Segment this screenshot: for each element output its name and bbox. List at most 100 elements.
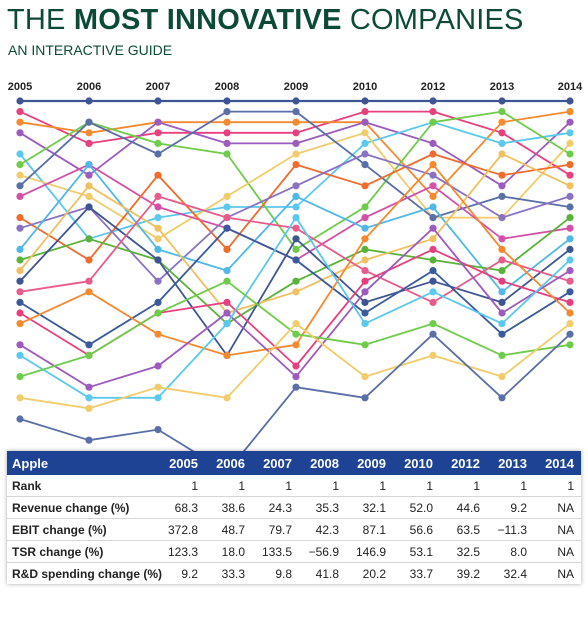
data-point[interactable] (223, 108, 231, 116)
data-point[interactable] (498, 118, 506, 126)
data-point[interactable] (566, 171, 574, 179)
data-point[interactable] (498, 309, 506, 317)
data-point[interactable] (292, 341, 300, 349)
data-point[interactable] (361, 150, 369, 158)
data-point[interactable] (498, 330, 506, 338)
data-point[interactable] (498, 394, 506, 402)
data-point[interactable] (154, 394, 162, 402)
data-point[interactable] (498, 320, 506, 328)
data-point[interactable] (292, 362, 300, 370)
data-point[interactable] (498, 182, 506, 190)
data-point[interactable] (85, 383, 93, 391)
data-point[interactable] (16, 298, 24, 306)
data-point[interactable] (566, 288, 574, 296)
data-point[interactable] (223, 150, 231, 158)
data-point[interactable] (16, 351, 24, 359)
data-point[interactable] (16, 161, 24, 169)
data-point[interactable] (154, 256, 162, 264)
data-point[interactable] (154, 362, 162, 370)
data-point[interactable] (566, 192, 574, 200)
data-point[interactable] (292, 224, 300, 232)
series-line[interactable] (19, 227, 571, 346)
data-point[interactable] (361, 235, 369, 243)
data-point[interactable] (361, 161, 369, 169)
data-point[interactable] (154, 214, 162, 222)
data-point[interactable] (223, 320, 231, 328)
data-point[interactable] (361, 373, 369, 381)
data-point[interactable] (223, 129, 231, 137)
data-point[interactable] (566, 139, 574, 147)
data-point[interactable] (361, 298, 369, 306)
data-point[interactable] (223, 97, 231, 105)
data-point[interactable] (154, 426, 162, 434)
data-point[interactable] (292, 245, 300, 253)
data-point[interactable] (16, 108, 24, 116)
data-point[interactable] (566, 97, 574, 105)
data-point[interactable] (154, 203, 162, 211)
data-point[interactable] (361, 267, 369, 275)
data-point[interactable] (16, 97, 24, 105)
data-point[interactable] (566, 235, 574, 243)
data-point[interactable] (85, 436, 93, 444)
data-point[interactable] (566, 203, 574, 211)
data-point[interactable] (85, 161, 93, 169)
data-point[interactable] (498, 351, 506, 359)
data-point[interactable] (361, 320, 369, 328)
data-point[interactable] (85, 351, 93, 359)
data-point[interactable] (429, 298, 437, 306)
data-point[interactable] (566, 161, 574, 169)
data-point[interactable] (85, 341, 93, 349)
data-point[interactable] (154, 245, 162, 253)
data-point[interactable] (154, 171, 162, 179)
data-point[interactable] (292, 108, 300, 116)
data-point[interactable] (154, 192, 162, 200)
data-point[interactable] (223, 245, 231, 253)
data-point[interactable] (292, 256, 300, 264)
data-point[interactable] (429, 150, 437, 158)
data-point[interactable] (16, 214, 24, 222)
data-point[interactable] (154, 330, 162, 338)
data-point[interactable] (498, 171, 506, 179)
data-point[interactable] (566, 214, 574, 222)
data-point[interactable] (429, 161, 437, 169)
data-point[interactable] (361, 108, 369, 116)
data-point[interactable] (566, 245, 574, 253)
data-point[interactable] (429, 256, 437, 264)
data-point[interactable] (85, 171, 93, 179)
data-point[interactable] (16, 224, 24, 232)
data-point[interactable] (85, 256, 93, 264)
data-point[interactable] (154, 139, 162, 147)
data-point[interactable] (223, 214, 231, 222)
data-point[interactable] (16, 267, 24, 275)
data-point[interactable] (361, 97, 369, 105)
data-point[interactable] (154, 129, 162, 137)
data-point[interactable] (429, 224, 437, 232)
data-point[interactable] (498, 192, 506, 200)
data-point[interactable] (361, 245, 369, 253)
data-point[interactable] (566, 150, 574, 158)
data-point[interactable] (223, 118, 231, 126)
data-point[interactable] (566, 277, 574, 285)
data-point[interactable] (85, 192, 93, 200)
data-point[interactable] (16, 256, 24, 264)
data-point[interactable] (429, 118, 437, 126)
data-point[interactable] (566, 118, 574, 126)
data-point[interactable] (16, 394, 24, 402)
data-point[interactable] (566, 320, 574, 328)
data-point[interactable] (292, 192, 300, 200)
data-point[interactable] (429, 351, 437, 359)
data-point[interactable] (498, 256, 506, 264)
data-point[interactable] (498, 277, 506, 285)
data-point[interactable] (16, 288, 24, 296)
data-point[interactable] (85, 203, 93, 211)
data-point[interactable] (566, 129, 574, 137)
data-point[interactable] (498, 373, 506, 381)
data-point[interactable] (223, 309, 231, 317)
data-point[interactable] (498, 129, 506, 137)
data-point[interactable] (154, 224, 162, 232)
data-point[interactable] (223, 298, 231, 306)
data-point[interactable] (429, 214, 437, 222)
data-point[interactable] (429, 235, 437, 243)
data-point[interactable] (85, 118, 93, 126)
